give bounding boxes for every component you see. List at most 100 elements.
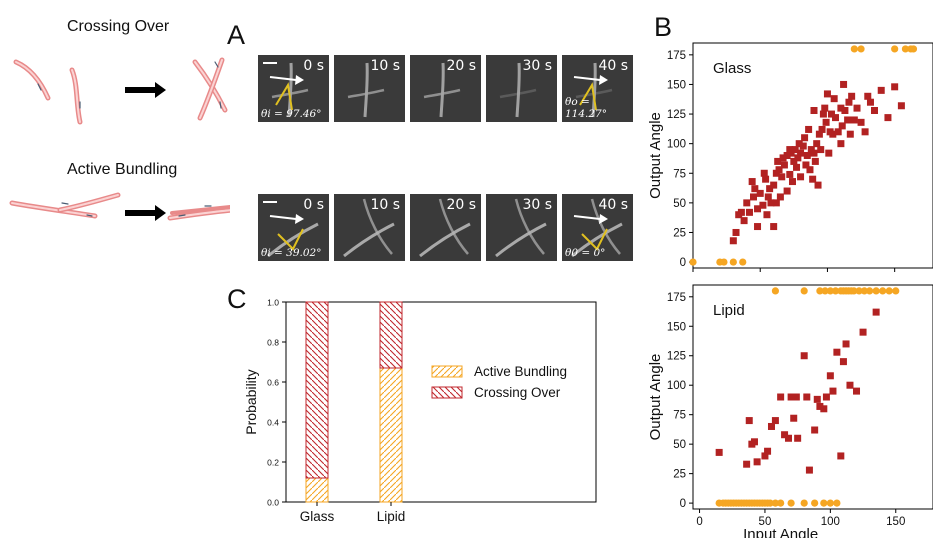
data-point-square [844, 116, 852, 124]
data-point-square [772, 169, 780, 177]
data-point-square [819, 110, 827, 118]
microscopy-frame: 30 s [486, 194, 557, 261]
data-point-square [766, 185, 774, 193]
data-point-square [837, 140, 845, 148]
frame-timestamp: 20 s [446, 197, 476, 213]
y-tick-label: 0.8 [267, 338, 279, 348]
y-tick-label: 1.0 [267, 298, 279, 308]
data-point-circle [850, 45, 858, 53]
data-point-circle [739, 258, 747, 266]
data-point-square [803, 152, 811, 159]
frame-timestamp: 40 s [598, 58, 628, 74]
x-category-label: Lipid [377, 509, 406, 524]
data-point-square [839, 358, 847, 366]
filament-image [263, 62, 309, 118]
data-point-square [729, 237, 737, 245]
data-point-square [834, 128, 842, 136]
x-tick-label: 0 [696, 516, 702, 528]
data-point-circle [811, 499, 819, 507]
panel-b-lipid-scatter: 0 25 50 75 100 125 150 175 Output Angle Lipid 0 50 1… [647, 284, 933, 538]
crossing-before-filaments [13, 59, 83, 125]
data-point-square [833, 348, 841, 356]
data-point-square [800, 352, 808, 360]
crossing-after-filaments [192, 57, 228, 121]
data-point-circle [689, 258, 697, 266]
data-point-square [816, 402, 824, 410]
data-point-square [790, 414, 798, 422]
data-point-square [794, 434, 802, 442]
data-point-square [802, 161, 810, 169]
y-axis-label: Output Angle [647, 112, 664, 199]
data-point-square [764, 193, 772, 201]
data-point-circle [857, 45, 865, 53]
data-point-square [841, 107, 849, 114]
data-point-circle [771, 499, 780, 507]
x-tick-label: 100 [821, 516, 840, 528]
y-axis-label: Probability [243, 369, 259, 434]
data-point-square [774, 157, 782, 165]
data-point-circle [787, 499, 795, 507]
data-point-square [806, 166, 814, 174]
data-point-square [790, 157, 798, 165]
frame-timestamp: 10 s [370, 58, 400, 74]
panel-label-c: C [227, 284, 247, 314]
microscopy-frame: 10 s [334, 194, 405, 261]
y-tick-label: 0 [680, 257, 686, 269]
data-point-square [771, 417, 779, 425]
data-point-circle [891, 45, 899, 53]
data-point-square [832, 114, 840, 122]
data-point-square [715, 448, 723, 456]
data-point-circle [777, 499, 785, 507]
data-point-circle [872, 287, 880, 295]
data-point-circle [855, 287, 863, 295]
filament-image [423, 62, 461, 118]
y-tick-label: 175 [667, 292, 686, 304]
data-point-square [813, 395, 821, 403]
data-point-square [811, 157, 819, 165]
data-point-square [864, 92, 872, 100]
data-point-square [872, 308, 880, 316]
data-point-square [750, 193, 757, 201]
microscopy-frame: 40 s θo = 114.27° [562, 55, 633, 122]
data-point-circle [729, 258, 737, 266]
filament-image [495, 198, 547, 258]
data-point-square [811, 426, 819, 434]
data-point-square [751, 185, 759, 193]
filament-image [343, 198, 395, 258]
data-point-square [745, 208, 753, 216]
frame-timestamp: 20 s [446, 58, 476, 74]
y-tick-label: 50 [673, 439, 686, 451]
data-point-circle [720, 258, 728, 266]
data-point-square [820, 405, 828, 413]
theta-input-label: θi = 97.46° [261, 108, 322, 120]
bar-segment [379, 367, 403, 503]
y-tick-label: 25 [673, 227, 686, 239]
data-point-circle [865, 287, 874, 295]
y-tick-label: 25 [673, 469, 686, 481]
data-point-square [884, 114, 892, 122]
data-point-square [750, 438, 758, 446]
data-point-square [776, 193, 784, 201]
data-point-square [779, 154, 787, 162]
data-point-square [822, 393, 830, 401]
frame-timestamp: 0 s [303, 197, 324, 213]
data-point-square [762, 175, 770, 183]
crossing-over-label: Crossing Over [67, 18, 170, 35]
data-point-circle [879, 287, 887, 295]
filament-image [263, 201, 319, 258]
data-point-square [760, 169, 768, 177]
data-point-square [837, 452, 845, 460]
y-tick-label: 75 [673, 410, 686, 422]
panel-c-stacked-bar-chart: 0.0 0.2 0.4 0.6 0.8 1.0 Probability Glass Lipid A… [243, 298, 597, 524]
data-point-square [827, 110, 835, 118]
data-point-circle [901, 45, 910, 53]
y-tick-label: 150 [667, 79, 686, 91]
data-point-square [810, 107, 818, 114]
plot-title: Glass [713, 60, 751, 77]
y-tick-label: 0.6 [267, 378, 279, 388]
data-point-square [805, 125, 813, 133]
data-point-square [821, 104, 829, 112]
data-point-square [813, 140, 821, 148]
data-point-square [791, 146, 799, 154]
panel-label-b: B [654, 12, 673, 42]
